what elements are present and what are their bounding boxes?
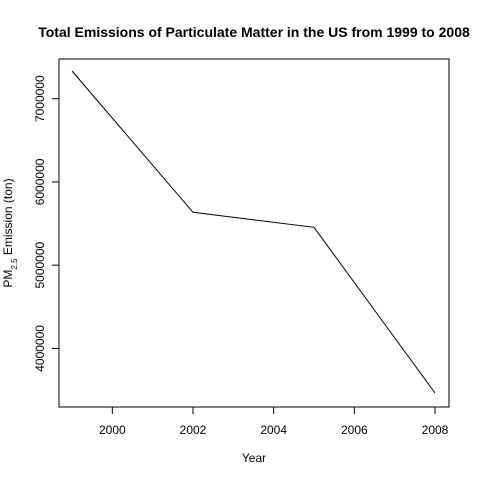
x-tick-label: 2000 xyxy=(99,423,126,437)
y-axis-label-suffix: Emission (ton) xyxy=(1,178,15,258)
x-tick-label: 2002 xyxy=(180,423,207,437)
x-tick-label: 2004 xyxy=(260,423,287,437)
y-tick-label: 7000000 xyxy=(33,75,47,122)
x-axis: 2000 2002 2004 2006 2008 xyxy=(99,407,449,437)
y-axis: 4000000 5000000 6000000 7000000 xyxy=(33,75,59,372)
y-tick-label: 5000000 xyxy=(33,241,47,288)
chart-title: Total Emissions of Particulate Matter in… xyxy=(38,24,470,40)
y-tick-label: 4000000 xyxy=(33,325,47,372)
x-tick-label: 2008 xyxy=(422,423,449,437)
x-axis-label: Year xyxy=(242,451,266,465)
x-tick-label: 2006 xyxy=(341,423,368,437)
y-axis-label: PM2.5 Emission (ton) xyxy=(1,178,19,287)
y-axis-label-subscript: 2.5 xyxy=(10,258,19,270)
plot-frame xyxy=(58,58,450,408)
y-axis-label-prefix: PM xyxy=(1,270,15,288)
y-tick-label: 6000000 xyxy=(33,158,47,205)
series-line xyxy=(71,70,436,394)
